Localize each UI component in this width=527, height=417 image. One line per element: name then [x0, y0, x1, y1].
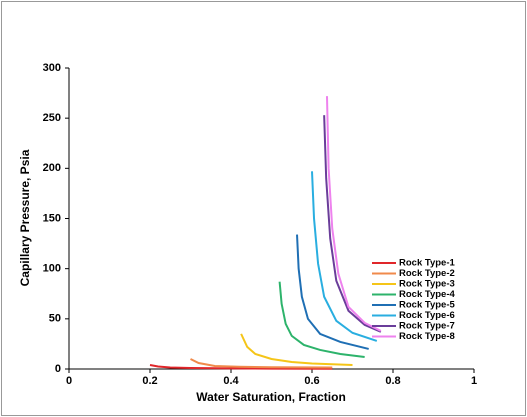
y-tick-label: 300 — [43, 62, 61, 74]
series-line — [323, 115, 382, 333]
y-tick-label: 200 — [43, 162, 61, 174]
y-tick-label: 150 — [43, 212, 61, 224]
x-tick-label: 0.8 — [385, 375, 400, 387]
x-tick-label: 0 — [66, 375, 72, 387]
x-tick-label: 0.6 — [304, 375, 319, 387]
series-line — [325, 96, 382, 332]
legend-label: Rock Type-5 — [399, 300, 456, 311]
legend-label: Rock Type-4 — [399, 289, 456, 300]
x-tick-label: 0.4 — [223, 375, 239, 387]
y-tick-label: 250 — [43, 112, 61, 124]
series-line — [190, 358, 333, 369]
y-tick-label: 0 — [55, 363, 61, 375]
x-tick-label: 1 — [471, 375, 477, 387]
legend-label: Rock Type-3 — [399, 279, 455, 290]
series-line — [311, 171, 378, 342]
series-line — [296, 234, 369, 350]
legend-label: Rock Type-7 — [399, 321, 455, 332]
series-line — [278, 281, 365, 358]
x-tick-label: 0.2 — [142, 375, 157, 387]
legend-label: Rock Type-6 — [399, 310, 455, 321]
x-axis-label: Water Saturation, Fraction — [196, 390, 346, 404]
series-line — [149, 364, 333, 370]
legend-label: Rock Type-8 — [399, 331, 455, 342]
y-tick-label: 100 — [43, 263, 61, 275]
y-tick-label: 50 — [49, 313, 61, 325]
y-axis-label: Capillary Pressure, Psia — [18, 149, 32, 286]
series-line — [240, 333, 353, 366]
legend-label: Rock Type-2 — [399, 268, 455, 279]
legend-label: Rock Type-1 — [399, 258, 456, 269]
